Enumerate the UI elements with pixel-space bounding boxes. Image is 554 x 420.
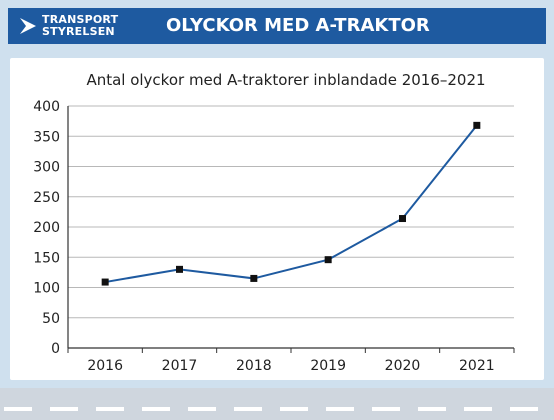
header: TRANSPORT STYRELSEN OLYCKOR MED A-TRAKTO… — [0, 0, 554, 50]
road-dash — [464, 407, 492, 411]
road-dash — [50, 407, 78, 411]
y-tick-label: 50 — [42, 311, 60, 327]
x-tick-label: 2019 — [310, 358, 346, 374]
x-tick-label: 2021 — [459, 358, 495, 374]
data-point — [101, 278, 109, 286]
road-dash — [142, 407, 170, 411]
y-tick-label: 150 — [33, 250, 60, 266]
y-tick-label: 0 — [51, 341, 60, 357]
x-tick-label: 2020 — [385, 358, 421, 374]
data-point — [399, 215, 406, 223]
x-tick-label: 2016 — [87, 358, 123, 374]
series-layer — [101, 121, 481, 286]
chart-title: Antal olyckor med A-traktorer inblandade… — [86, 71, 485, 89]
road-dash — [510, 407, 538, 411]
road-dash — [372, 407, 400, 411]
transportstyrelsen-logo[interactable]: TRANSPORT STYRELSEN — [18, 14, 138, 40]
page-title: OLYCKOR MED A-TRAKTOR — [166, 15, 430, 36]
logo-arrow-icon — [20, 18, 36, 34]
chart-panel: Antal olyckor med A-traktorer inblandade… — [10, 58, 544, 380]
data-point — [250, 274, 258, 282]
road-dash — [188, 407, 216, 411]
y-tick-label: 100 — [33, 281, 60, 297]
x-axis-ticks: 2016 2017 2018 2019 2020 2021 — [67, 348, 515, 374]
y-tick-label: 350 — [33, 129, 60, 145]
logo-line-1: TRANSPORT — [42, 13, 119, 26]
road-dash — [418, 407, 446, 411]
road-dash — [96, 407, 124, 411]
y-axis-ticks: 0 50 100 150 200 250 300 350 400 — [33, 99, 60, 357]
road-strip — [0, 388, 554, 420]
y-tick-label: 400 — [33, 99, 60, 115]
gridlines — [68, 105, 514, 349]
logo-text: TRANSPORT STYRELSEN — [42, 14, 118, 38]
y-tick-label: 200 — [33, 220, 60, 236]
line-chart: Antal olyckor med A-traktorer inblandade… — [33, 71, 515, 374]
x-tick-label: 2017 — [162, 358, 198, 374]
y-tick-label: 300 — [33, 160, 60, 176]
y-tick-label: 250 — [33, 190, 60, 206]
series-line — [104, 124, 478, 284]
road-dash — [4, 407, 32, 411]
logo-line-2: STYRELSEN — [42, 25, 115, 38]
data-point — [176, 265, 183, 273]
road-dash — [326, 407, 354, 411]
data-point — [473, 121, 481, 129]
data-point — [324, 256, 332, 264]
header-band: TRANSPORT STYRELSEN OLYCKOR MED A-TRAKTO… — [8, 8, 546, 44]
road-dash — [280, 407, 308, 411]
x-tick-label: 2018 — [236, 358, 272, 374]
road-dash — [234, 407, 262, 411]
